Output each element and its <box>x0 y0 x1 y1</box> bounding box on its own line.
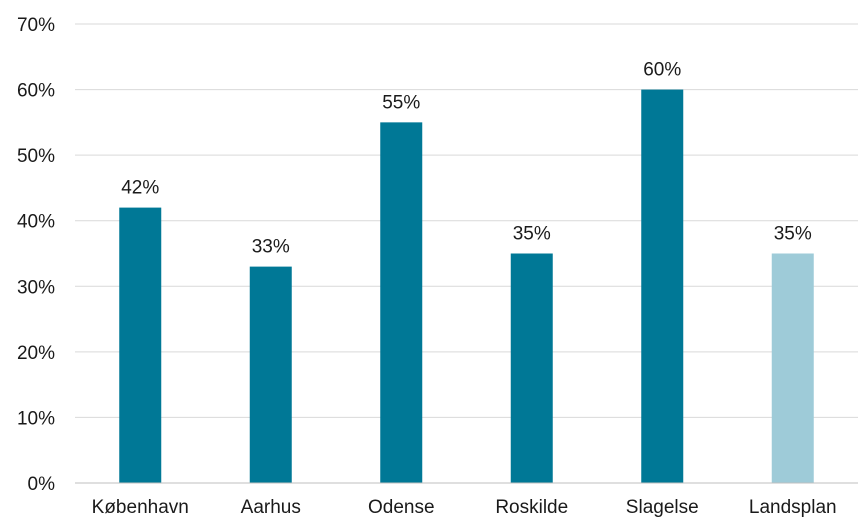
bar-5 <box>771 253 814 483</box>
bar-layer <box>119 89 814 484</box>
grid-layer <box>75 23 858 418</box>
axis-layer: 0% 10% 20% 30% 40% 50% 60% 70% København Aarhus Od… <box>17 15 858 518</box>
bar-1 <box>249 266 292 483</box>
y-tick-label: 30% <box>17 277 55 298</box>
x-category-label: København <box>92 497 189 518</box>
data-label: 33% <box>252 237 290 258</box>
y-tick-label: 40% <box>17 212 55 233</box>
bar-2 <box>380 122 423 483</box>
label-layer: 42% 33% 55% 35% 60% 35% <box>121 60 812 258</box>
y-tick-label: 20% <box>17 343 55 364</box>
x-category-label: Roskilde <box>495 497 568 518</box>
bar-3 <box>510 253 553 483</box>
data-label: 55% <box>382 92 420 113</box>
x-category-label: Aarhus <box>241 497 301 518</box>
data-label: 35% <box>513 224 551 245</box>
bar-4 <box>641 89 684 484</box>
bar-0 <box>119 207 162 483</box>
data-label: 42% <box>121 178 159 199</box>
x-category-label: Odense <box>368 497 435 518</box>
y-tick-label: 0% <box>28 474 56 495</box>
y-tick-label: 70% <box>17 15 55 36</box>
y-tick-label: 50% <box>17 146 55 167</box>
y-tick-label: 60% <box>17 81 55 102</box>
x-category-label: Slagelse <box>626 497 699 518</box>
x-category-label: Landsplan <box>749 497 837 518</box>
data-label: 60% <box>643 60 681 81</box>
data-label: 35% <box>774 224 812 245</box>
y-tick-label: 10% <box>17 408 55 429</box>
